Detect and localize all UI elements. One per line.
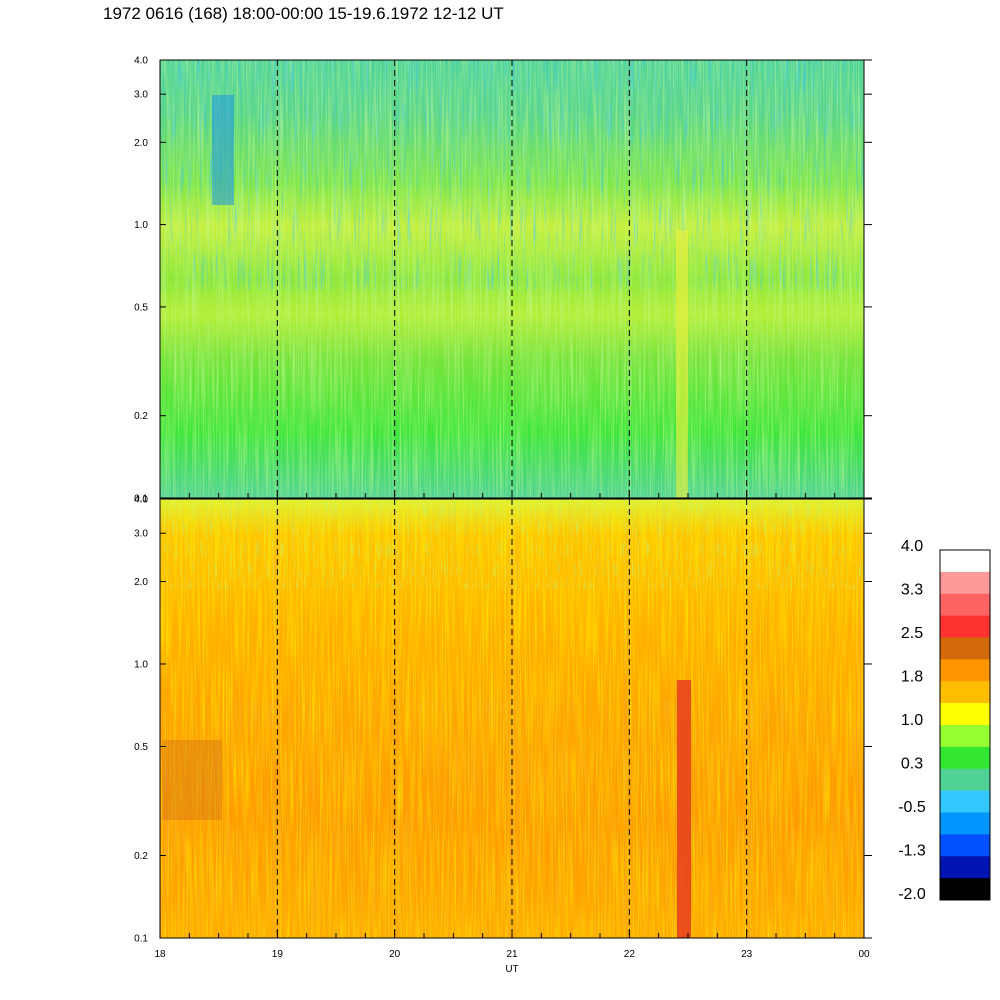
y-tick-label: 4.0 (134, 495, 148, 506)
colorbar-swatch (940, 637, 990, 660)
y-tick-label: 0.2 (134, 411, 148, 422)
colorbar-swatch (940, 725, 990, 748)
x-axis: 18 19 20 21 22 23 00 (154, 949, 870, 960)
x-tick-label: 23 (741, 949, 753, 960)
upper-yellow-streak (676, 230, 688, 498)
y-tick-label: 0.1 (134, 494, 148, 505)
y-tick-label: 0.5 (134, 742, 148, 753)
colorbar-label: 1.0 (901, 712, 923, 729)
colorbar-label: 1.8 (901, 669, 923, 686)
colorbar-label: -1.3 (898, 843, 926, 860)
y-tick-label: 1.0 (134, 659, 148, 670)
colorbar-swatch (940, 812, 990, 835)
y-tick-label: 4.0 (134, 56, 148, 67)
x-tick-label: 00 (858, 949, 870, 960)
upper-low-value-band (212, 95, 234, 205)
x-tick-label: 22 (624, 949, 636, 960)
colorbar-swatch (940, 834, 990, 857)
colorbar-swatch (940, 790, 990, 813)
colorbar-label: 4.0 (901, 538, 923, 555)
colorbar-swatch (940, 768, 990, 792)
y-tick-label: 2.0 (134, 577, 148, 588)
colorbar-swatch (940, 593, 990, 617)
colorbar-swatch (940, 703, 990, 726)
colorbar-frame (939, 549, 991, 901)
colorbar-swatch (940, 856, 990, 879)
y-tick-label: 3.0 (134, 90, 148, 101)
colorbar-swatch (940, 746, 990, 770)
colorbar-swatch (940, 550, 990, 573)
colorbar: 4.0 3.3 2.5 1.8 1.0 0.3 -0.5 -1.3 -2.0 (898, 538, 991, 903)
colorbar-swatch (940, 615, 990, 638)
y-tick-label: 0.2 (134, 851, 148, 862)
x-tick-label: 18 (154, 949, 166, 960)
x-tick-label: 21 (506, 949, 518, 960)
colorbar-label: -2.0 (898, 886, 926, 903)
y-axis: 0.10.20.51.02.03.04.00.10.20.51.02.03.04… (134, 56, 148, 945)
page-title: 1972 0616 (168) 18:00-00:00 15-19.6.1972… (103, 4, 504, 23)
colorbar-label: -0.5 (898, 799, 926, 816)
x-tick-label: 20 (389, 949, 401, 960)
colorbar-label: 2.5 (901, 625, 923, 642)
y-tick-label: 3.0 (134, 529, 148, 540)
colorbar-swatch (940, 659, 990, 682)
colorbar-label: 0.3 (901, 756, 923, 773)
y-tick-label: 2.0 (134, 138, 148, 149)
colorbar-swatch (940, 878, 990, 901)
colorbar-label: 3.3 (901, 582, 923, 599)
grid-layer (159, 59, 872, 939)
x-axis-title: UT (505, 964, 518, 975)
lower-dark-orange-area (162, 740, 222, 820)
y-tick-label: 1.0 (134, 220, 148, 231)
colorbar-swatch (940, 571, 990, 595)
y-tick-label: 0.1 (134, 934, 148, 945)
lower-red-streak (677, 680, 691, 938)
colorbar-swatch (940, 681, 990, 704)
y-tick-label: 0.5 (134, 302, 148, 313)
x-tick-label: 19 (272, 949, 284, 960)
